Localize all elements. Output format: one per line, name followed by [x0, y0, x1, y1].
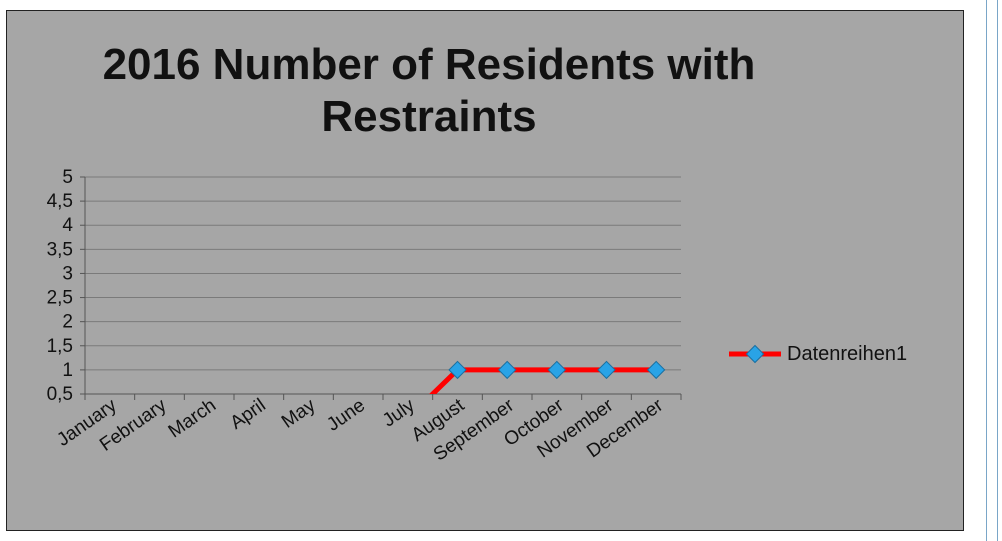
y-tick-label: 1 — [62, 360, 73, 381]
y-tick-label: 4 — [62, 215, 73, 236]
x-tick-label: March — [165, 395, 220, 442]
y-tick-label: 0,5 — [47, 384, 73, 405]
scrollbar-track[interactable] — [986, 0, 998, 541]
data-point — [497, 360, 517, 380]
y-tick-label: 5 — [62, 167, 73, 188]
legend: Datenreihen1 — [727, 341, 907, 367]
data-point — [547, 360, 567, 380]
legend-marker — [729, 344, 781, 364]
legend-label: Datenreihen1 — [787, 342, 908, 365]
y-tick-label: 3 — [62, 263, 73, 284]
chart-frame: 2016 Number of Residents with Restraints… — [6, 10, 964, 531]
x-tick-label: June — [323, 395, 369, 436]
y-tick-label: 2,5 — [47, 288, 73, 309]
y-tick-label: 3,5 — [47, 239, 73, 260]
x-tick-label: April — [227, 395, 270, 434]
chart-title: 2016 Number of Residents with Restraints — [102, 40, 756, 141]
plot-area: 0,511,522,533,544,55JanuaryFebruaryMarch… — [47, 167, 682, 465]
x-tick-label: May — [278, 395, 320, 433]
data-point — [597, 360, 616, 380]
data-point — [646, 360, 666, 380]
y-tick-label: 2 — [62, 312, 73, 333]
data-point — [448, 360, 467, 380]
y-tick-label: 4,5 — [47, 191, 73, 212]
y-tick-label: 1,5 — [47, 336, 73, 357]
